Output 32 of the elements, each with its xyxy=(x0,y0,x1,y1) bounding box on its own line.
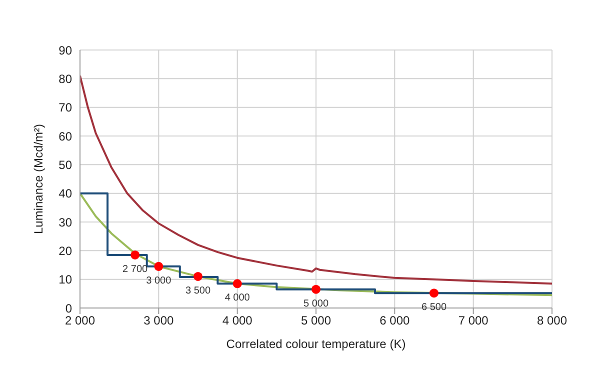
annotation: 3 500 xyxy=(185,285,211,296)
y-tick-label: 90 xyxy=(58,43,72,58)
x-tick-label: 7 000 xyxy=(458,314,489,328)
point xyxy=(429,288,439,298)
annotation: 4 000 xyxy=(224,292,250,304)
x-tick-label: 3 000 xyxy=(144,314,174,328)
point xyxy=(193,272,203,281)
x-tick-label: 4 000 xyxy=(222,314,253,328)
x-tick-label: 8 000 xyxy=(536,314,568,328)
x-tick-label: 6 000 xyxy=(380,314,410,328)
y-tick-label: 50 xyxy=(58,158,72,172)
x-tick-label: 2 000 xyxy=(64,314,96,328)
y-tick-label: 20 xyxy=(58,244,72,258)
y-axis-title: Luminance (Mcd/m²) xyxy=(31,124,46,234)
y-tick-label: 80 xyxy=(58,72,72,86)
point xyxy=(154,262,164,271)
y-tick-label: 40 xyxy=(58,186,72,201)
point xyxy=(130,250,140,260)
y-tick-label: 70 xyxy=(58,100,72,115)
line-series xyxy=(80,74,552,285)
y-tick-label: 10 xyxy=(58,272,72,287)
annotation: 6 500 xyxy=(421,302,447,314)
x-axis-title: Correlated colour temperature (K) xyxy=(226,337,406,351)
annotation: 5 000 xyxy=(303,298,329,310)
y-tick-label: 60 xyxy=(58,129,72,144)
y-tick-label: 0 xyxy=(65,301,72,316)
point xyxy=(311,284,321,294)
x-tick-label: 5 000 xyxy=(300,314,332,328)
y-tick-label: 30 xyxy=(58,215,72,230)
annotation: 2 700 xyxy=(122,264,148,275)
point xyxy=(232,279,242,288)
annotation: 3 000 xyxy=(146,275,172,286)
